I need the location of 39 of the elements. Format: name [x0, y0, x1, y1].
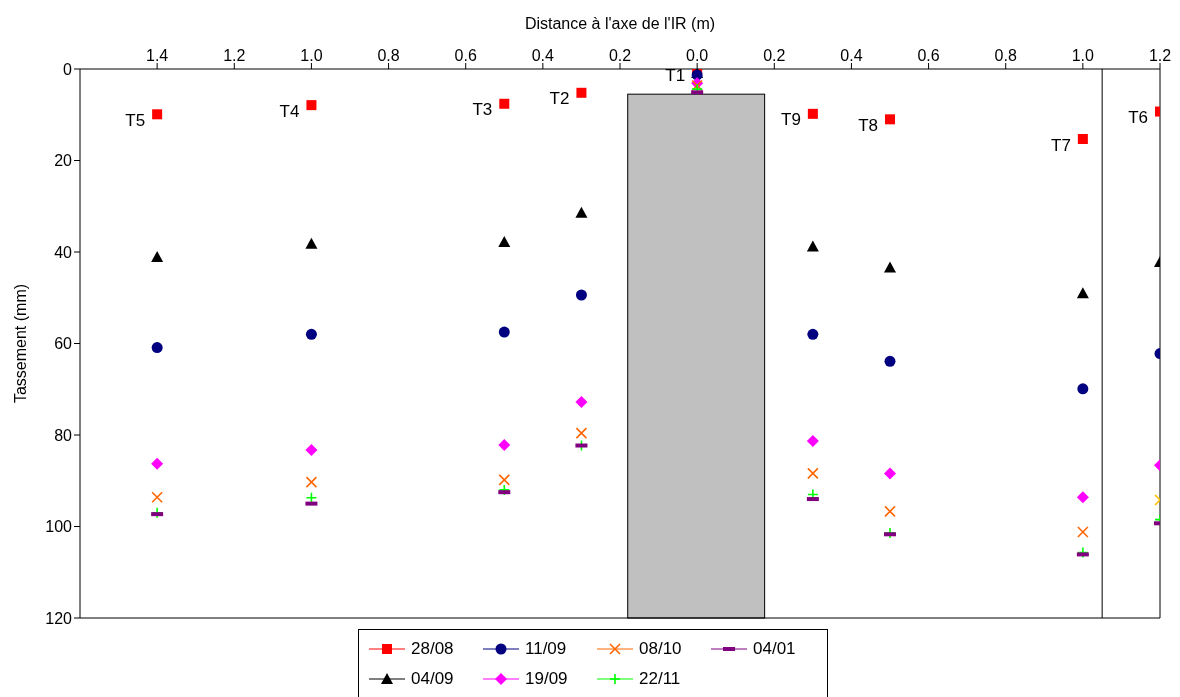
annotation: T8	[858, 115, 878, 135]
legend-label: 08/10	[639, 639, 682, 659]
annotation: T7	[1051, 135, 1071, 155]
x-tick-label: 0.6	[454, 47, 477, 64]
y-tick-label: 100	[45, 518, 73, 535]
y-tick-label: 0	[63, 60, 73, 78]
y-axis-title: Tassement (mm)	[11, 283, 29, 404]
x-tick-label: 1.0	[300, 47, 323, 64]
legend-label: 04/01	[753, 639, 796, 659]
annotation: T6	[1128, 108, 1148, 128]
x-tick-label: 0.4	[531, 47, 555, 64]
y-tick-label: 60	[54, 335, 73, 352]
annotation: T4	[279, 101, 300, 121]
legend-label: 04/09	[411, 669, 454, 689]
y-tick-label: 40	[54, 243, 73, 261]
x-tick-label: 0.2	[608, 47, 632, 64]
y-tick-label: 80	[54, 426, 73, 444]
x-tick-label: 0.8	[994, 47, 1017, 64]
x-tick-label: 1.2	[1148, 47, 1172, 64]
x-tick-label: 1.2	[223, 47, 246, 64]
annotation: T1	[665, 65, 686, 85]
annotation: T3	[472, 100, 493, 120]
annotation: T9	[781, 110, 801, 130]
x-axis-title: Distance à l'axe de l'IR (m)	[524, 15, 716, 32]
x-tick-label: 1.4	[146, 47, 169, 64]
legend-label: 22/11	[639, 669, 681, 689]
legend-label: 28/08	[411, 639, 454, 659]
annotation: T2	[549, 89, 570, 109]
x-tick-label: 0.2	[763, 47, 786, 64]
legend-label: 19/09	[525, 669, 568, 689]
x-tick-label: 0.0	[686, 47, 709, 64]
y-tick-label: 20	[54, 152, 73, 169]
x-tick-label: 0.4	[840, 47, 863, 64]
x-tick-label: 1.0	[1071, 47, 1095, 64]
annotation: T5	[125, 110, 146, 130]
y-tick-label: 120	[45, 609, 73, 627]
x-tick-label: 0.8	[377, 47, 400, 64]
legend-label: 11/09	[525, 639, 567, 659]
x-tick-label: 0.6	[917, 47, 940, 64]
